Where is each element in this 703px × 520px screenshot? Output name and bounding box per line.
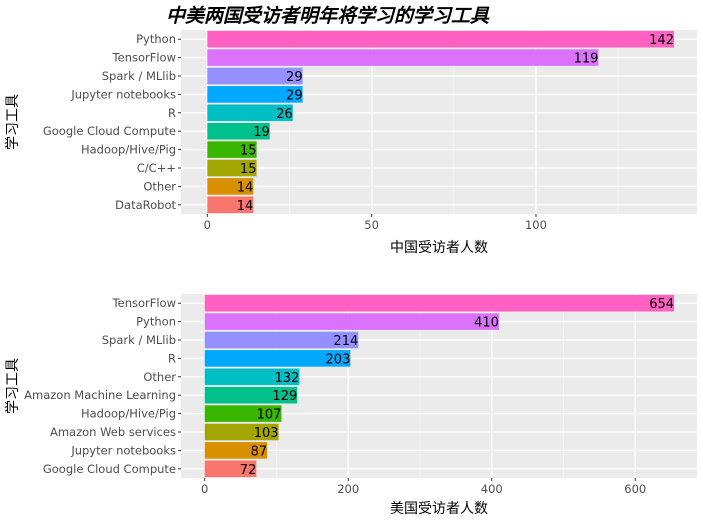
china-category-label: Google Cloud Compute xyxy=(43,124,176,138)
us-bar xyxy=(204,405,282,422)
us-category-label: Python xyxy=(136,315,176,329)
china-data-label: 142 xyxy=(649,33,674,48)
china-data-label: 26 xyxy=(276,107,293,122)
china-data-label: 29 xyxy=(286,88,303,103)
us-bar xyxy=(204,313,499,330)
china-x-tick-label: 100 xyxy=(525,218,547,232)
us-data-label: 129 xyxy=(272,389,297,404)
china-bar xyxy=(207,122,270,140)
us-y-axis-title: 学习工具 xyxy=(5,358,21,414)
us-category-label: R xyxy=(168,351,176,365)
us-category-label: Amazon Web services xyxy=(50,425,176,439)
us-category-label: Spark / MLlib xyxy=(102,333,176,347)
us-x-tick-label: 400 xyxy=(481,482,503,496)
china-category-label: Jupyter notebooks xyxy=(70,87,176,101)
china-x-axis-title: 中国受访者人数 xyxy=(390,240,488,256)
us-data-label: 87 xyxy=(251,444,268,459)
china-bar xyxy=(207,86,303,103)
china-category-label: R xyxy=(168,106,176,120)
us-category-label: Jupyter notebooks xyxy=(70,443,176,457)
china-x-tick-label: 50 xyxy=(364,218,379,232)
us-bar xyxy=(204,294,675,312)
china-data-label: 14 xyxy=(237,180,254,195)
china-bar xyxy=(207,67,303,85)
china-bar xyxy=(207,178,254,195)
us-data-label: 72 xyxy=(240,463,257,478)
us-category-label: TensorFlow xyxy=(112,296,176,310)
china-category-label: Python xyxy=(136,32,176,46)
china-bar xyxy=(207,104,293,122)
china-category-label: C/C++ xyxy=(137,161,176,175)
us-data-label: 214 xyxy=(333,334,358,349)
china-category-label: Other xyxy=(143,179,176,193)
us-bar xyxy=(204,350,351,367)
china-data-label: 19 xyxy=(253,125,270,140)
us-data-label: 410 xyxy=(474,316,499,331)
china-chart: 142 Python 119 TensorFlow 29 Spark / MLlib 29 J… xyxy=(5,30,697,256)
us-bar xyxy=(204,331,359,349)
us-data-label: 654 xyxy=(649,297,674,312)
china-bar xyxy=(207,196,254,214)
us-bar xyxy=(204,386,298,404)
china-bar xyxy=(207,159,257,177)
china-category-label: Hadoop/Hive/Pig xyxy=(81,143,176,157)
us-x-tick-label: 600 xyxy=(624,482,646,496)
figure-title: 中美两国受访者明年将学习的学习工具 xyxy=(166,5,490,27)
us-data-label: 103 xyxy=(254,426,279,441)
china-category-label: DataRobot xyxy=(115,198,176,212)
us-chart: 654 TensorFlow 410 Python 214 Spark / MLlib 20… xyxy=(5,294,697,517)
china-bar xyxy=(207,141,257,158)
us-bar xyxy=(204,423,279,441)
us-x-axis-title: 美国受访者人数 xyxy=(390,501,488,517)
us-bar xyxy=(204,460,257,478)
us-category-label: Amazon Machine Learning xyxy=(24,388,176,402)
us-bar xyxy=(204,368,300,386)
us-category-label: Google Cloud Compute xyxy=(43,462,176,476)
china-data-label: 29 xyxy=(286,70,303,85)
china-data-label: 119 xyxy=(574,52,599,67)
us-category-label: Hadoop/Hive/Pig xyxy=(81,407,176,421)
china-category-label: Spark / MLlib xyxy=(102,69,176,83)
us-data-label: 203 xyxy=(326,352,351,367)
us-data-label: 132 xyxy=(275,371,300,386)
china-x-tick-label: 0 xyxy=(204,218,211,232)
us-data-label: 107 xyxy=(257,408,282,423)
us-x-tick-label: 200 xyxy=(337,482,359,496)
china-data-label: 15 xyxy=(240,144,257,159)
us-x-tick-label: 0 xyxy=(201,482,208,496)
china-data-label: 14 xyxy=(237,199,254,214)
china-y-axis-title: 学习工具 xyxy=(5,94,21,150)
china-category-label: TensorFlow xyxy=(112,51,176,65)
us-category-label: Other xyxy=(143,370,176,384)
china-data-label: 15 xyxy=(240,162,257,177)
china-bar xyxy=(207,49,599,66)
us-bar xyxy=(204,442,268,459)
china-bar xyxy=(207,30,674,48)
